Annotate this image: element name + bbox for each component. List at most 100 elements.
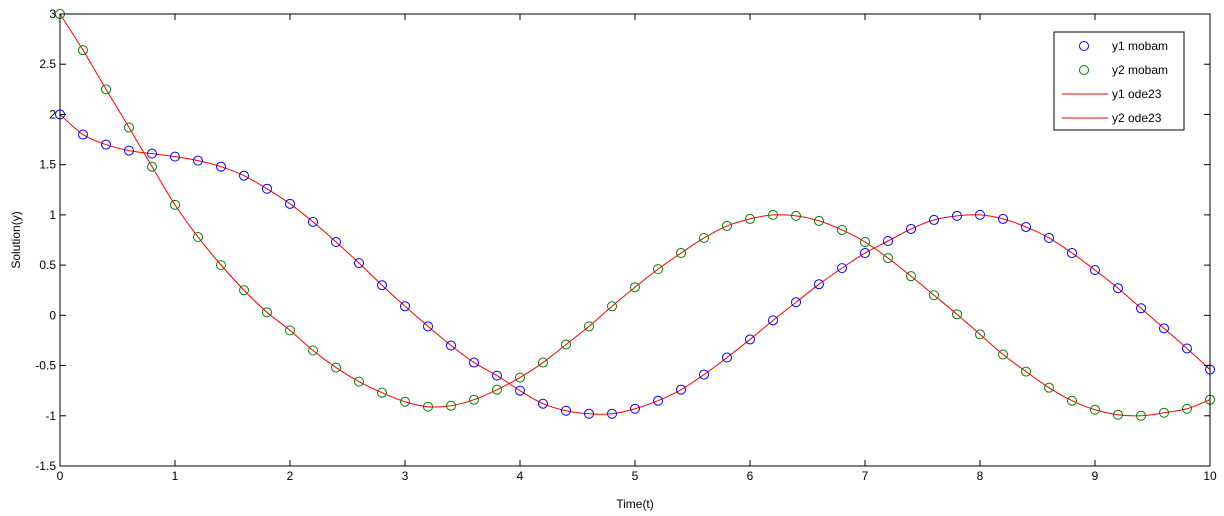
data-point-y1-mobam bbox=[653, 395, 663, 406]
data-point-y2-mobam bbox=[262, 307, 272, 318]
data-point-y2-mobam bbox=[837, 224, 847, 235]
data-point-y1-mobam bbox=[285, 198, 295, 209]
data-point-y1-mobam bbox=[952, 210, 962, 221]
x-tick-label: 0 bbox=[57, 469, 64, 483]
data-point-y2-mobam bbox=[331, 362, 341, 373]
x-tick-label: 3 bbox=[402, 469, 409, 483]
data-point-y2-mobam bbox=[952, 309, 962, 320]
data-point-y1-mobam bbox=[170, 151, 180, 162]
data-point-y1-mobam bbox=[584, 408, 594, 419]
data-point-y1-mobam bbox=[354, 258, 364, 269]
data-point-y1-mobam bbox=[1159, 323, 1169, 334]
plot-area bbox=[60, 14, 1210, 466]
data-point-y1-mobam bbox=[101, 139, 111, 150]
data-point-y2-mobam bbox=[216, 260, 226, 271]
data-point-y1-mobam bbox=[124, 145, 134, 156]
series-line-y2-ode23 bbox=[59, 13, 1211, 417]
data-point-y2-mobam bbox=[768, 209, 778, 220]
data-point-y2-mobam bbox=[1044, 382, 1054, 393]
legend-label-y2-ode23: y2 ode23 bbox=[1112, 111, 1162, 125]
y-tick-label: -0.5 bbox=[35, 359, 56, 373]
data-point-y2-mobam bbox=[584, 321, 594, 332]
data-point-y2-mobam bbox=[354, 376, 364, 387]
data-point-y1-mobam bbox=[791, 297, 801, 308]
data-point-y2-mobam bbox=[653, 264, 663, 275]
data-point-y1-mobam bbox=[1090, 265, 1100, 276]
data-point-y1-mobam bbox=[630, 403, 640, 414]
data-point-y2-mobam bbox=[492, 384, 502, 395]
data-point-y2-mobam bbox=[1136, 410, 1146, 421]
data-point-y2-mobam bbox=[147, 161, 157, 172]
legend-marker-y2-mobam bbox=[1079, 65, 1089, 75]
data-point-y1-mobam bbox=[492, 370, 502, 381]
data-point-y1-mobam bbox=[998, 213, 1008, 224]
data-point-y1-mobam bbox=[262, 183, 272, 194]
data-point-y2-mobam bbox=[1113, 409, 1123, 420]
y-tick-label: 1.5 bbox=[39, 158, 56, 172]
data-point-y2-mobam bbox=[699, 232, 709, 243]
data-point-y2-mobam bbox=[929, 290, 939, 301]
data-point-y1-mobam bbox=[1113, 283, 1123, 294]
data-point-y1-mobam bbox=[423, 321, 433, 332]
data-point-y2-mobam bbox=[1067, 395, 1077, 406]
data-point-y1-mobam bbox=[193, 155, 203, 166]
data-point-y2-mobam bbox=[285, 325, 295, 336]
x-axis-title: Time(t) bbox=[616, 497, 654, 511]
legend: y1 mobam y2 mobam y1 ode23 y2 ode23 bbox=[1053, 31, 1185, 131]
data-point-y1-mobam bbox=[722, 352, 732, 363]
y-tick-label: 0 bbox=[49, 308, 56, 322]
y-tick-label: 0.5 bbox=[39, 258, 56, 272]
data-point-y1-mobam bbox=[308, 216, 318, 227]
data-point-y2-mobam bbox=[239, 285, 249, 296]
data-point-y2-mobam bbox=[791, 210, 801, 221]
data-point-y2-mobam bbox=[1021, 366, 1031, 377]
data-point-y1-mobam bbox=[538, 398, 548, 409]
data-point-y1-mobam bbox=[331, 237, 341, 248]
data-point-y1-mobam bbox=[216, 161, 226, 172]
data-point-y2-mobam bbox=[906, 271, 916, 282]
data-point-y1-mobam bbox=[239, 170, 249, 181]
x-tick-label: 6 bbox=[747, 469, 754, 483]
y-tick-label: 1 bbox=[49, 208, 56, 222]
data-point-y2-mobam bbox=[538, 357, 548, 368]
data-point-y2-mobam bbox=[193, 231, 203, 242]
x-tick-label: 10 bbox=[1203, 469, 1217, 483]
data-point-y2-mobam bbox=[561, 339, 571, 350]
data-point-y1-mobam bbox=[607, 408, 617, 419]
data-point-y1-mobam bbox=[561, 405, 571, 416]
y-tick-label: 2.5 bbox=[39, 57, 56, 71]
ticks-layer: 0 1 2 3 4 5 6 7 8 9 10 -1.5 -1 -0.5 0 0.5 1 1.5 2 2.5 3 bbox=[35, 7, 1217, 483]
data-point-y2-mobam bbox=[170, 199, 180, 210]
data-point-y1-mobam bbox=[1067, 248, 1077, 259]
legend-label-y2-mobam: y2 mobam bbox=[1112, 63, 1168, 77]
data-point-y2-mobam bbox=[883, 253, 893, 264]
y-tick-label: -1 bbox=[45, 409, 56, 423]
data-point-y1-mobam bbox=[837, 263, 847, 274]
data-point-y1-mobam bbox=[929, 214, 939, 225]
data-point-y2-mobam bbox=[423, 401, 433, 412]
x-tick-label: 4 bbox=[517, 469, 524, 483]
data-point-y2-mobam bbox=[469, 394, 479, 405]
x-tick-label: 7 bbox=[862, 469, 869, 483]
x-tick-label: 8 bbox=[977, 469, 984, 483]
data-point-y2-mobam bbox=[745, 213, 755, 224]
data-point-y2-mobam bbox=[630, 282, 640, 293]
x-tick-label: 5 bbox=[632, 469, 639, 483]
data-point-y2-mobam bbox=[1182, 403, 1192, 414]
legend-label-y1-mobam: y1 mobam bbox=[1112, 39, 1168, 53]
data-point-y1-mobam bbox=[147, 148, 157, 159]
data-point-y2-mobam bbox=[860, 237, 870, 248]
data-point-y1-mobam bbox=[469, 357, 479, 368]
data-point-y2-mobam bbox=[124, 122, 134, 133]
data-point-y1-mobam bbox=[1182, 343, 1192, 354]
legend-label-y1-ode23: y1 ode23 bbox=[1112, 87, 1162, 101]
x-tick-label: 2 bbox=[287, 469, 294, 483]
x-tick-label: 1 bbox=[172, 469, 179, 483]
data-point-y1-mobam bbox=[1044, 232, 1054, 243]
data-point-y2-mobam bbox=[722, 220, 732, 231]
x-tick-label: 9 bbox=[1092, 469, 1099, 483]
data-point-y2-mobam bbox=[101, 84, 111, 95]
data-point-y1-mobam bbox=[860, 248, 870, 259]
data-point-y1-mobam bbox=[883, 236, 893, 247]
